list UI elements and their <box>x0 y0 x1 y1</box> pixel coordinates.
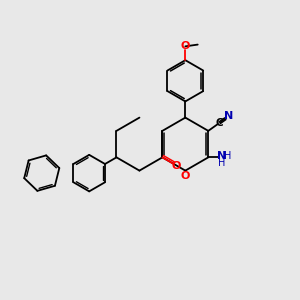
Text: O: O <box>181 41 190 51</box>
Text: N: N <box>224 111 233 121</box>
Text: O: O <box>172 160 182 171</box>
Text: C: C <box>216 118 223 128</box>
Text: N: N <box>218 151 227 161</box>
Text: O: O <box>181 171 190 181</box>
Text: H: H <box>224 151 232 161</box>
Text: H: H <box>218 158 226 168</box>
